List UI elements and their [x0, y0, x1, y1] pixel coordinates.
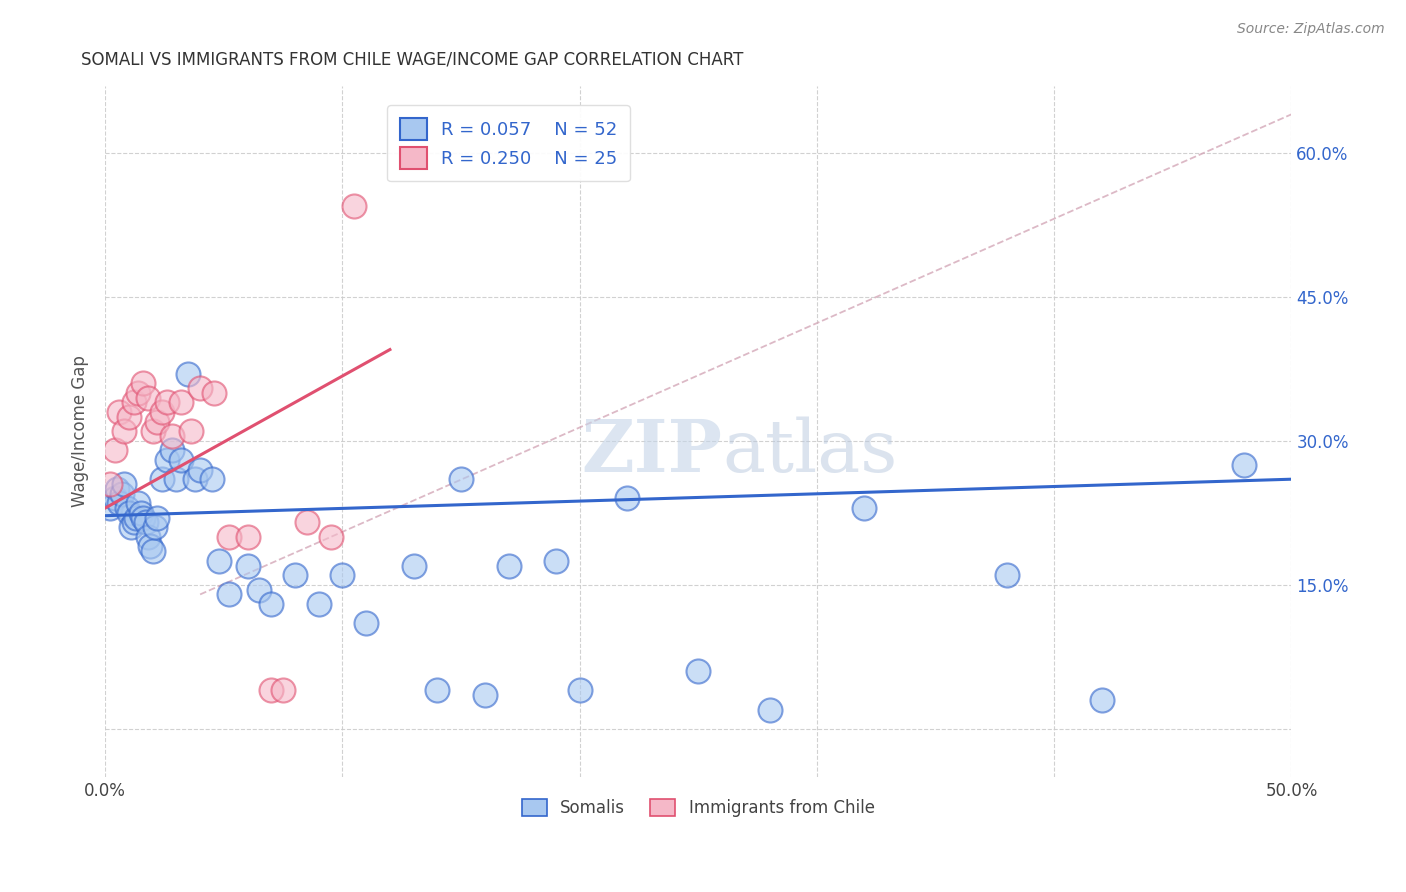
- Point: [180, 424, 202, 438]
- Point: [111, 486, 134, 500]
- Point: [218, 587, 240, 601]
- Point: [135, 516, 157, 530]
- Point: [150, 472, 173, 486]
- Text: atlas: atlas: [723, 417, 897, 487]
- Point: [271, 683, 294, 698]
- Point: [104, 443, 127, 458]
- Point: [616, 491, 638, 506]
- Point: [343, 198, 366, 212]
- Point: [260, 597, 283, 611]
- Point: [236, 558, 259, 573]
- Point: [108, 405, 131, 419]
- Point: [202, 385, 225, 400]
- Point: [98, 477, 121, 491]
- Point: [146, 510, 169, 524]
- Point: [160, 429, 183, 443]
- Point: [474, 688, 496, 702]
- Point: [284, 568, 307, 582]
- Point: [295, 516, 318, 530]
- Point: [995, 568, 1018, 582]
- Point: [170, 453, 193, 467]
- Point: [127, 385, 149, 400]
- Point: [544, 554, 567, 568]
- Point: [332, 568, 354, 582]
- Point: [568, 683, 591, 698]
- Point: [156, 395, 179, 409]
- Point: [188, 462, 211, 476]
- Point: [308, 597, 330, 611]
- Point: [146, 415, 169, 429]
- Point: [142, 424, 165, 438]
- Point: [853, 501, 876, 516]
- Point: [118, 506, 141, 520]
- Legend: Somalis, Immigrants from Chile: Somalis, Immigrants from Chile: [516, 792, 882, 824]
- Point: [156, 453, 179, 467]
- Y-axis label: Wage/Income Gap: Wage/Income Gap: [72, 355, 89, 508]
- Point: [188, 381, 211, 395]
- Point: [177, 367, 200, 381]
- Point: [249, 582, 271, 597]
- Point: [122, 395, 145, 409]
- Point: [1091, 693, 1114, 707]
- Point: [122, 516, 145, 530]
- Point: [498, 558, 520, 573]
- Point: [115, 501, 138, 516]
- Point: [98, 501, 121, 516]
- Point: [150, 405, 173, 419]
- Point: [132, 376, 155, 391]
- Point: [208, 554, 231, 568]
- Text: ZIP: ZIP: [581, 417, 723, 487]
- Point: [218, 530, 240, 544]
- Point: [260, 683, 283, 698]
- Point: [105, 482, 128, 496]
- Point: [402, 558, 425, 573]
- Point: [118, 409, 141, 424]
- Point: [120, 520, 142, 534]
- Point: [165, 472, 187, 486]
- Point: [184, 472, 207, 486]
- Point: [426, 683, 449, 698]
- Point: [319, 530, 342, 544]
- Point: [139, 540, 162, 554]
- Point: [688, 665, 710, 679]
- Point: [142, 544, 165, 558]
- Point: [108, 496, 131, 510]
- Point: [136, 530, 159, 544]
- Point: [758, 703, 780, 717]
- Point: [112, 477, 135, 491]
- Point: [1233, 458, 1256, 472]
- Point: [127, 496, 149, 510]
- Text: SOMALI VS IMMIGRANTS FROM CHILE WAGE/INCOME GAP CORRELATION CHART: SOMALI VS IMMIGRANTS FROM CHILE WAGE/INC…: [82, 51, 744, 69]
- Point: [136, 391, 159, 405]
- Point: [450, 472, 472, 486]
- Point: [125, 510, 148, 524]
- Point: [170, 395, 193, 409]
- Text: Source: ZipAtlas.com: Source: ZipAtlas.com: [1237, 22, 1385, 37]
- Point: [112, 424, 135, 438]
- Point: [354, 616, 377, 631]
- Point: [132, 510, 155, 524]
- Point: [129, 506, 152, 520]
- Point: [236, 530, 259, 544]
- Point: [143, 520, 166, 534]
- Point: [160, 443, 183, 458]
- Point: [201, 472, 224, 486]
- Point: [104, 491, 127, 506]
